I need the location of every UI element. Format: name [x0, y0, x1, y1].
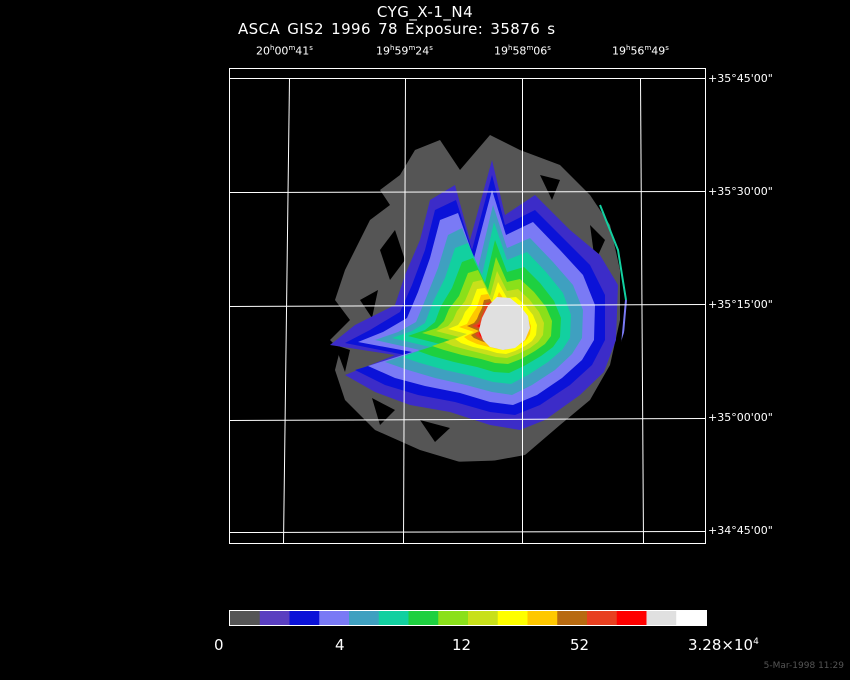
- colorbar-label-max: 3.28×104: [688, 636, 759, 654]
- dec-label: +35°15'00": [708, 298, 773, 311]
- observation-info: ASCA GIS2 1996 78 Exposure: 35876 s: [238, 20, 556, 38]
- colorbar-segment: [646, 611, 677, 625]
- timestamp: 5-Mar-1998 11:29: [763, 661, 844, 671]
- colorbar: [229, 610, 707, 626]
- colorbar-label: 12: [452, 636, 472, 654]
- colorbar-segment: [587, 611, 618, 625]
- coordinate-grid: [229, 68, 706, 544]
- ra-label: 20h00m41s: [256, 44, 313, 58]
- dec-label: +35°30'00": [708, 185, 773, 198]
- dec-label: +35°00'00": [708, 411, 773, 424]
- ra-label: 19h58m06s: [494, 44, 551, 58]
- colorbar-segment: [408, 611, 439, 625]
- colorbar-segment: [676, 611, 707, 625]
- dec-label: +34°45'00": [708, 524, 773, 537]
- colorbar-segment: [468, 611, 499, 625]
- colorbar-segment: [557, 611, 588, 625]
- colorbar-segment: [378, 611, 409, 625]
- colorbar-segment: [497, 611, 528, 625]
- colorbar-segment: [527, 611, 558, 625]
- xray-image: [330, 135, 627, 462]
- colorbar-border: [229, 610, 707, 626]
- colorbar-segment: [230, 611, 261, 625]
- colorbar-segment: [259, 611, 290, 625]
- colorbar-segment: [319, 611, 350, 625]
- ra-label: 19h59m24s: [376, 44, 433, 58]
- colorbar-segment: [616, 611, 647, 625]
- ra-label: 19h56m49s: [612, 44, 669, 58]
- dec-label: +35°45'00": [708, 72, 773, 85]
- colorbar-label: 52: [570, 636, 590, 654]
- colorbar-label: 0: [214, 636, 224, 654]
- image-title: CYG_X-1_N4: [376, 3, 474, 21]
- colorbar-segment: [349, 611, 380, 625]
- colorbar-segment: [438, 611, 469, 625]
- colorbar-segment: [289, 611, 320, 625]
- colorbar-label: 4: [335, 636, 345, 654]
- saturated-core: [479, 297, 530, 350]
